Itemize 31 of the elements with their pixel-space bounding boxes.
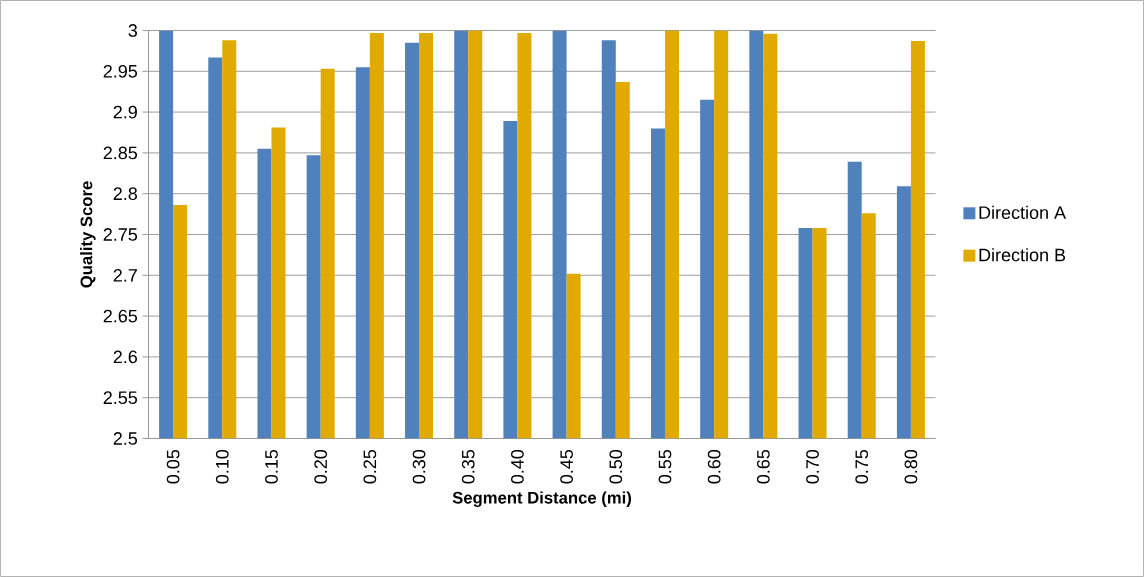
y-tick-label: 2.7 <box>113 269 137 282</box>
x-tick-label: 0.05 <box>166 449 180 484</box>
x-tick-label: 0.65 <box>756 449 770 484</box>
x-tick-label: 0.20 <box>314 449 328 484</box>
y-tick-label: 2.85 <box>103 146 138 160</box>
legend-label: Direction B <box>979 248 1066 262</box>
y-tick-label: 2.65 <box>103 309 138 323</box>
y-tick-label: 2.9 <box>113 105 137 119</box>
x-tick-label: 0.50 <box>609 449 623 484</box>
y-tick-label: 2.95 <box>103 64 138 78</box>
x-tick-label: 0.15 <box>265 449 278 484</box>
x-tick-label: 0.35 <box>461 449 475 484</box>
y-tick-label: 3 <box>128 24 138 37</box>
x-tick-label: 0.80 <box>904 449 918 484</box>
x-tick-label: 0.75 <box>855 449 869 484</box>
y-tick-label: 2.6 <box>113 350 138 364</box>
x-axis-title: Segment Distance (mi) <box>452 491 631 507</box>
legend-label: Direction A <box>979 205 1067 219</box>
x-tick-label: 0.10 <box>215 449 229 484</box>
y-tick-label: 2.75 <box>103 228 138 241</box>
y-tick-label: 2.5 <box>113 432 138 445</box>
x-tick-label: 0.45 <box>560 449 573 484</box>
y-tick-label: 2.8 <box>113 187 138 201</box>
x-tick-label: 0.60 <box>707 449 721 484</box>
x-tick-label: 0.30 <box>412 449 426 484</box>
x-tick-label: 0.40 <box>511 449 524 484</box>
x-tick-label: 0.70 <box>806 449 819 484</box>
x-tick-label: 0.55 <box>658 449 672 484</box>
y-axis-title: Quality Score <box>80 181 96 288</box>
x-tick-label: 0.25 <box>363 449 377 484</box>
y-tick-label: 2.55 <box>103 391 138 405</box>
